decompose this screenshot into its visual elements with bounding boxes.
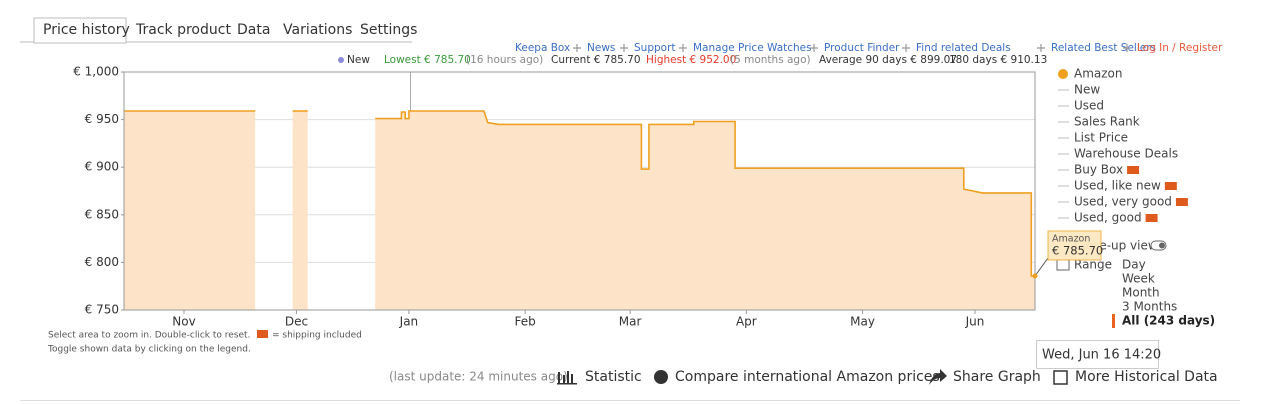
stat-current: Current € 785.70: [551, 54, 641, 66]
legend-item[interactable]: Used, like new: [1074, 179, 1161, 193]
more-icon: [1053, 370, 1068, 385]
statistic-link[interactable]: Statistic: [585, 369, 642, 385]
legend-item[interactable]: Used: [1074, 99, 1104, 113]
y-tick-label: € 750: [85, 303, 119, 317]
plot-frame: [123, 71, 1036, 311]
globe-icon: [654, 370, 668, 384]
statistic-icon: [557, 371, 577, 385]
price-area: [292, 111, 308, 310]
x-tick-label: May: [850, 315, 875, 329]
y-tick-label: € 800: [85, 255, 119, 269]
stat-lowest: Lowest € 785.70: [384, 54, 471, 66]
date-tooltip: Wed, Jun 16 14:20: [1042, 348, 1161, 363]
truck-icon: [1145, 214, 1158, 222]
x-tick-label: Jan: [399, 315, 419, 329]
tab[interactable]: Track product: [135, 22, 231, 38]
tab[interactable]: Settings: [360, 22, 417, 38]
truck-icon: [1127, 166, 1140, 174]
tooltip-name: Amazon: [1052, 234, 1090, 245]
more-link[interactable]: More Historical Data: [1075, 369, 1218, 385]
top-link[interactable]: Find related Deals: [916, 42, 1011, 54]
truck-icon: [1175, 198, 1188, 206]
top-link[interactable]: Manage Price Watches: [693, 42, 812, 54]
price-area: [375, 111, 1035, 310]
toggle-note: Toggle shown data by clicking on the leg…: [47, 345, 251, 355]
truck-icon: [1164, 182, 1177, 190]
legend-item[interactable]: Amazon: [1074, 67, 1123, 81]
x-tick-label: Feb: [515, 315, 536, 329]
zoom-note: Select area to zoom in. Double-click to …: [48, 331, 250, 341]
x-tick-label: Apr: [736, 315, 757, 329]
legend-item[interactable]: Buy Box: [1074, 163, 1123, 177]
top-link[interactable]: Related Best Sellers: [1051, 42, 1156, 54]
range-option[interactable]: 3 Months: [1122, 300, 1177, 314]
stat-lowest-when: (16 hours ago): [466, 54, 543, 66]
tab[interactable]: Variations: [283, 22, 352, 38]
y-tick-label: € 1,000: [73, 65, 119, 79]
range-option[interactable]: Day: [1122, 258, 1146, 272]
toggle-knob: [1159, 242, 1165, 249]
range-active-bar: [1112, 314, 1115, 328]
active-tab-box: [33, 17, 127, 44]
price-area: [124, 111, 256, 310]
y-tick-label: € 850: [85, 207, 119, 221]
legend-item[interactable]: Sales Rank: [1074, 115, 1140, 129]
legend-item[interactable]: List Price: [1074, 131, 1128, 145]
new-dot: [338, 57, 344, 63]
link-separator: [1123, 44, 1131, 52]
link-separator: [620, 44, 628, 52]
compare-link[interactable]: Compare international Amazon prices: [675, 369, 940, 385]
range-icon: [1056, 259, 1070, 271]
tooltip-dot: [1032, 273, 1038, 279]
top-link[interactable]: Log In / Register: [1137, 42, 1223, 54]
tooltip-box: [1047, 230, 1102, 261]
tab[interactable]: Data: [237, 22, 270, 38]
range-option[interactable]: Week: [1122, 272, 1155, 286]
range-option[interactable]: All (243 days): [1122, 314, 1215, 328]
link-separator: [810, 44, 818, 52]
legend-item[interactable]: Used, very good: [1074, 195, 1172, 209]
y-tick-label: € 900: [85, 160, 119, 174]
link-separator: [902, 44, 910, 52]
top-link[interactable]: Support: [634, 42, 676, 54]
x-tick-label: Jun: [965, 315, 985, 329]
stat-new: New: [347, 54, 370, 66]
date-tooltip-box: [1036, 340, 1159, 369]
link-separator: [679, 44, 687, 52]
stat-highest-when: (5 months ago): [730, 54, 811, 66]
top-link[interactable]: News: [587, 42, 615, 54]
shipping-note: = shipping included: [272, 331, 362, 341]
legend-item[interactable]: Used, good: [1074, 211, 1142, 225]
range-label: Range: [1074, 258, 1112, 272]
tab[interactable]: Price history: [43, 22, 130, 38]
stat-average180: 180 days € 910.13: [949, 54, 1047, 66]
last-update: (last update: 24 minutes ago): [389, 370, 568, 384]
share-link[interactable]: Share Graph: [953, 369, 1041, 385]
legend-marker: [1058, 69, 1068, 79]
truck-icon: [257, 330, 268, 338]
stat-highest: Highest € 952.00: [646, 54, 736, 66]
range-option[interactable]: Month: [1122, 286, 1160, 300]
y-tick-label: € 950: [85, 112, 119, 126]
stat-average90: Average 90 days € 899.07: [819, 54, 957, 66]
top-link[interactable]: Keepa Box: [515, 42, 570, 54]
legend-item[interactable]: Warehouse Deals: [1074, 147, 1178, 161]
share-icon: [929, 369, 947, 385]
legend-item[interactable]: New: [1074, 83, 1100, 97]
link-separator: [1037, 44, 1045, 52]
x-tick-label: Nov: [172, 315, 195, 329]
link-separator: [573, 44, 581, 52]
x-tick-label: Dec: [285, 315, 308, 329]
tooltip-value: € 785.70: [1052, 244, 1103, 258]
tooltip-pointer: [1034, 257, 1049, 277]
top-link[interactable]: Product Finder: [824, 42, 900, 54]
price-line: [375, 110, 1035, 277]
x-tick-label: Mar: [619, 315, 642, 329]
